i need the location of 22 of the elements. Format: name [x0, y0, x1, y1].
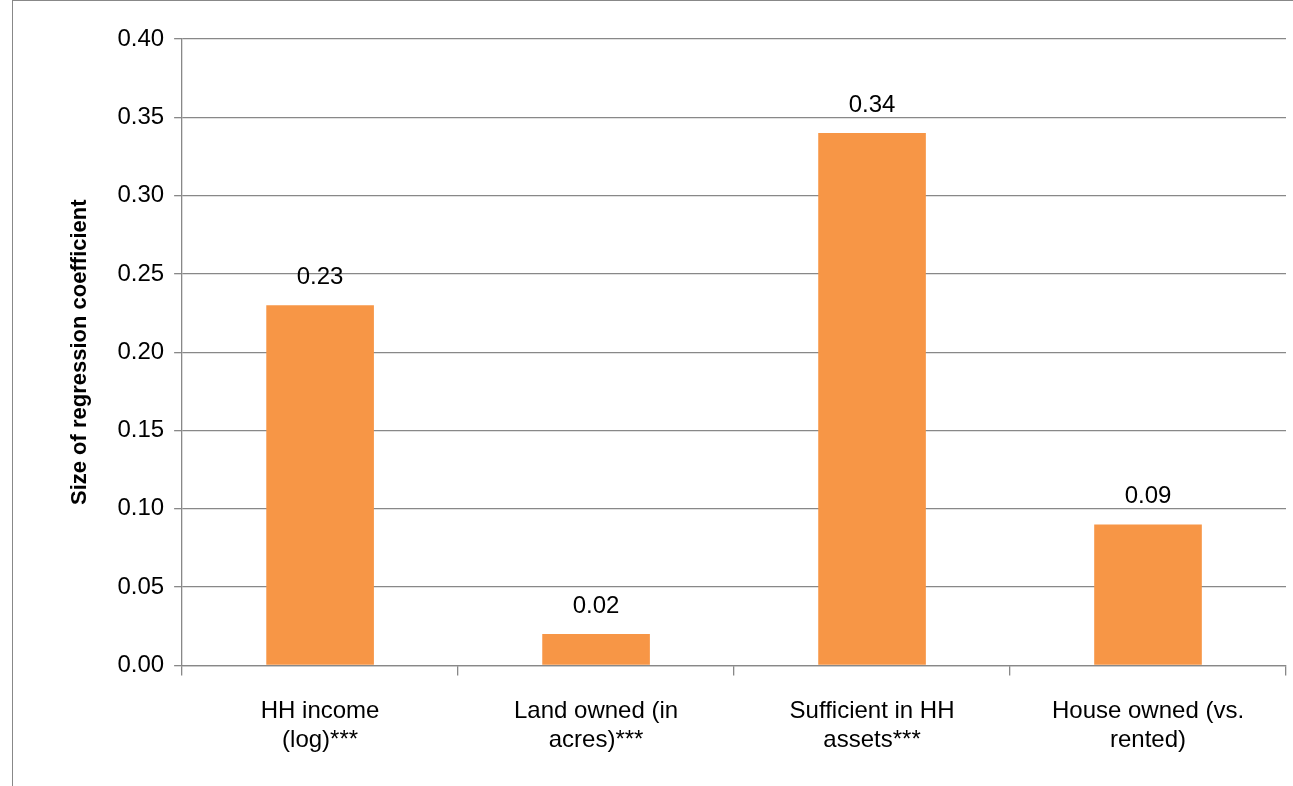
x-tick-label: House owned (vs. rented) [1051, 696, 1245, 753]
data-label: 0.09 [1124, 481, 1172, 509]
y-tick-label: 0.30 [117, 180, 165, 208]
y-tick-label: 0.40 [117, 23, 165, 51]
data-label: 0.02 [572, 590, 620, 618]
y-tick-label: 0.00 [117, 650, 165, 678]
y-tick-label: 0.05 [117, 571, 165, 599]
y-tick-label: 0.35 [117, 101, 165, 129]
bar [542, 634, 650, 665]
x-tick-label: HH income (log)*** [260, 696, 380, 753]
y-tick-label: 0.25 [117, 258, 165, 286]
bar [818, 132, 926, 665]
bar [1094, 524, 1202, 665]
data-label: 0.23 [296, 261, 344, 289]
x-tick-label: Sufficient in HH assets*** [789, 696, 955, 753]
y-tick-label: 0.15 [117, 415, 165, 443]
data-label: 0.34 [848, 89, 896, 117]
bar [266, 305, 374, 665]
y-tick-label: 0.10 [117, 493, 165, 521]
y-tick-label: 0.20 [117, 336, 165, 364]
y-axis-title: Size of regression coefficient [66, 198, 92, 506]
x-tick-label: Land owned (in acres)*** [514, 696, 679, 753]
